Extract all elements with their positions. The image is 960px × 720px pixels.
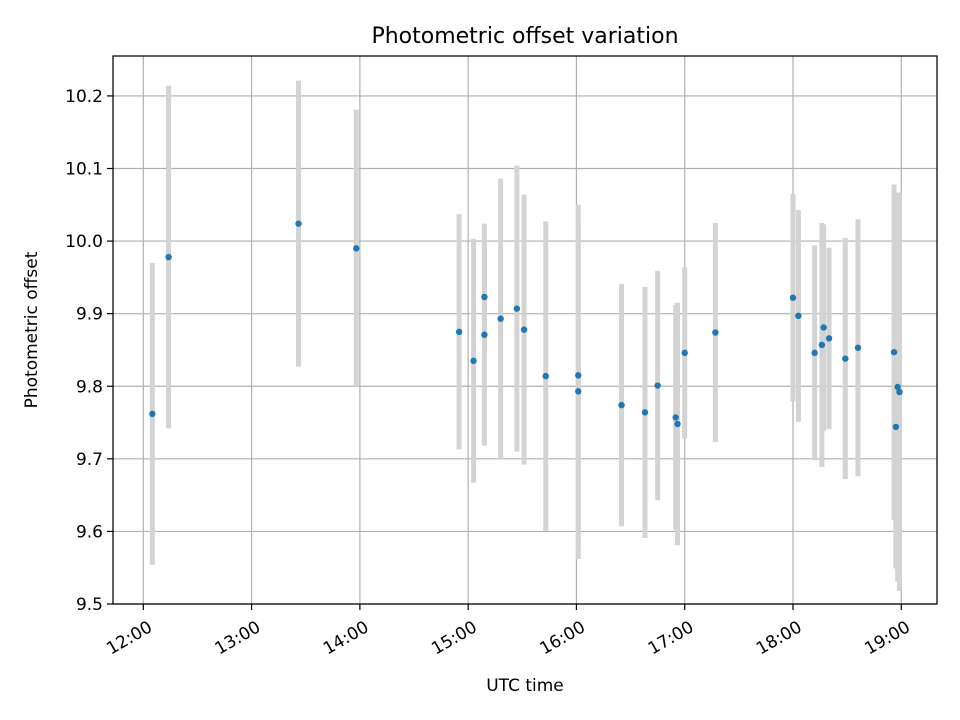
data-point	[825, 335, 833, 342]
data-point	[854, 344, 862, 351]
data-point	[672, 414, 679, 421]
data-point	[820, 324, 827, 331]
data-point	[165, 253, 172, 261]
data-point	[575, 388, 582, 395]
data-point	[811, 349, 818, 357]
data-point	[497, 315, 504, 322]
data-point	[795, 312, 802, 320]
data-point	[481, 293, 488, 301]
y-axis-label: Photometric offset	[22, 251, 42, 408]
x-axis-label: UTC time	[486, 676, 564, 696]
data-point	[542, 372, 549, 380]
data-point	[818, 341, 826, 349]
data-point	[654, 382, 661, 389]
data-point	[520, 326, 528, 333]
y-tick-label: 9.5	[76, 595, 103, 615]
y-tick-label: 10.1	[65, 160, 103, 180]
data-point	[513, 305, 521, 312]
y-tick-label: 9.6	[76, 522, 103, 542]
data-point	[641, 409, 649, 416]
data-point	[353, 245, 360, 252]
data-point	[892, 423, 900, 431]
data-point	[481, 331, 488, 338]
chart-title: Photometric offset variation	[371, 24, 678, 49]
y-tick-label: 10.0	[65, 232, 103, 252]
y-tick-label: 9.7	[76, 450, 103, 470]
data-point	[712, 329, 719, 336]
y-tick-label: 9.8	[76, 377, 103, 397]
data-point	[470, 357, 477, 365]
y-tick-label: 10.2	[65, 87, 103, 107]
data-point	[618, 401, 625, 409]
data-points	[149, 220, 903, 431]
y-tick-label: 9.9	[76, 305, 103, 325]
data-point	[295, 220, 302, 227]
y-axis-ticks: 9.5 9.6 9.7 9.8 9.9 10.0 10.1 10.2	[65, 87, 113, 615]
data-point	[894, 383, 901, 391]
data-point	[575, 372, 582, 379]
data-point	[149, 410, 156, 418]
plot-frame	[112, 55, 938, 605]
data-point	[789, 294, 797, 301]
data-point	[674, 420, 681, 428]
data-point	[681, 349, 688, 357]
data-point	[842, 355, 849, 362]
data-point	[890, 348, 898, 356]
data-point	[455, 328, 463, 336]
data-point	[896, 388, 903, 396]
